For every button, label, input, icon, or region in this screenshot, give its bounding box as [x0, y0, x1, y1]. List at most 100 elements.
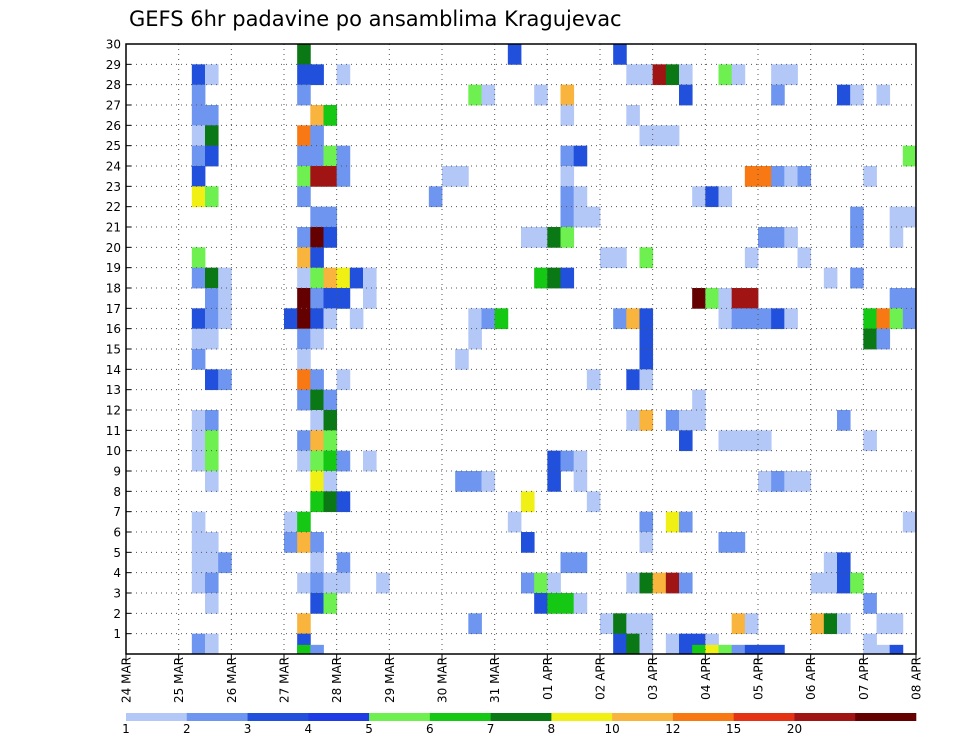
heatmap-cell	[692, 644, 706, 654]
colorbar-segment	[733, 713, 795, 721]
heatmap-cell	[560, 450, 575, 472]
y-tick-label: 24	[106, 160, 121, 174]
heatmap-cell	[639, 511, 654, 533]
y-tick-label: 23	[106, 180, 121, 194]
heatmap-cell	[310, 288, 324, 309]
heatmap-cell	[889, 206, 904, 228]
heatmap-cell	[284, 532, 298, 553]
x-tick-label: 06 APR	[804, 657, 818, 700]
heatmap-cell	[797, 471, 812, 492]
colorbar-segment	[855, 713, 917, 721]
heatmap-cell	[665, 572, 680, 594]
heatmap-cell	[205, 328, 219, 350]
heatmap-cell	[613, 44, 627, 65]
x-tick-label: 27 MAR	[278, 657, 292, 703]
colorbar-segment	[126, 713, 188, 721]
heatmap-cell	[902, 145, 917, 167]
heatmap-cell	[191, 349, 206, 370]
heatmap-cell	[771, 471, 785, 492]
heatmap-cell	[297, 84, 311, 106]
heatmap-cell	[692, 288, 706, 309]
heatmap-cell	[771, 227, 785, 248]
colorbar-tick-label: 5	[365, 722, 373, 736]
heatmap-cell	[810, 613, 825, 635]
heatmap-cell	[336, 491, 351, 513]
heatmap-cell	[349, 267, 364, 289]
heatmap-cell	[626, 308, 640, 330]
x-tick-label: 31 MAR	[488, 657, 502, 703]
heatmap-cell	[560, 227, 575, 248]
heatmap-cell	[718, 532, 733, 553]
heatmap-cell	[297, 328, 311, 350]
heatmap-cell	[692, 389, 706, 411]
heatmap-cell	[191, 552, 206, 574]
y-tick-label: 11	[106, 424, 121, 438]
heatmap-cell	[191, 105, 206, 126]
heatmap-cell	[455, 166, 469, 187]
heatmap-cell	[191, 186, 206, 208]
heatmap-cell	[744, 247, 759, 269]
heatmap-cell	[784, 166, 798, 187]
heatmap-cell	[323, 105, 338, 126]
heatmap-cell	[297, 349, 311, 370]
heatmap-cell	[692, 410, 706, 431]
heatmap-cell	[191, 145, 206, 167]
colorbar-segment	[369, 713, 431, 721]
y-tick-label: 13	[106, 383, 121, 397]
heatmap-cell	[639, 125, 654, 147]
heatmap-cell	[191, 125, 206, 147]
x-tick-label: 29 MAR	[383, 657, 397, 703]
y-tick-label: 10	[106, 444, 121, 458]
heatmap-cell	[863, 166, 877, 187]
y-tick-label: 14	[106, 363, 121, 377]
heatmap-cell	[560, 593, 575, 614]
heatmap-cell	[205, 532, 219, 553]
heatmap-cell	[758, 430, 772, 452]
heatmap-cell	[573, 450, 588, 472]
heatmap-cell	[626, 369, 640, 391]
heatmap-cell	[336, 267, 351, 289]
heatmap-cell	[889, 644, 904, 654]
heatmap-cell	[613, 613, 627, 635]
heatmap-cell	[310, 410, 324, 431]
colorbar-segment	[308, 713, 370, 721]
colorbar-tick-label: 15	[726, 722, 741, 736]
heatmap-cell	[284, 511, 298, 533]
heatmap-cell	[837, 552, 851, 574]
heatmap-cell	[494, 308, 509, 330]
heatmap-cell	[679, 410, 693, 431]
heatmap-cell	[876, 84, 891, 106]
y-tick-label: 1	[113, 627, 121, 641]
colorbar-tick-label: 10	[605, 722, 620, 736]
colorbar-tick-label: 4	[304, 722, 312, 736]
heatmap-cell	[297, 64, 311, 86]
heatmap-cell	[718, 186, 733, 208]
heatmap-cell	[665, 125, 680, 147]
heatmap-cell	[665, 633, 680, 655]
heatmap-cell	[744, 644, 759, 654]
heatmap-cell	[547, 572, 561, 594]
heatmap-cell	[652, 64, 667, 86]
y-tick-label: 9	[113, 465, 121, 479]
heatmap-cell	[850, 572, 864, 594]
heatmap-cell	[468, 84, 482, 106]
colorbar-tick-label: 20	[787, 722, 802, 736]
heatmap-cell	[850, 267, 864, 289]
heatmap-cell	[310, 125, 324, 147]
x-tick-label: 25 MAR	[172, 657, 186, 703]
heatmap-cell	[468, 613, 482, 635]
heatmap-cell	[310, 64, 324, 86]
heatmap-cell	[205, 572, 219, 594]
heatmap-cell	[810, 572, 825, 594]
heatmap-cell	[823, 552, 838, 574]
heatmap-cell	[468, 328, 482, 350]
heatmap-cell	[297, 44, 311, 65]
heatmap-cell	[586, 369, 601, 391]
colorbar-segment	[551, 713, 613, 721]
heatmap-cell	[455, 349, 469, 370]
heatmap-cell	[363, 288, 377, 309]
heatmap-cell	[876, 328, 891, 350]
colorbar-segment	[429, 713, 491, 721]
colorbar-tick-label: 3	[244, 722, 252, 736]
